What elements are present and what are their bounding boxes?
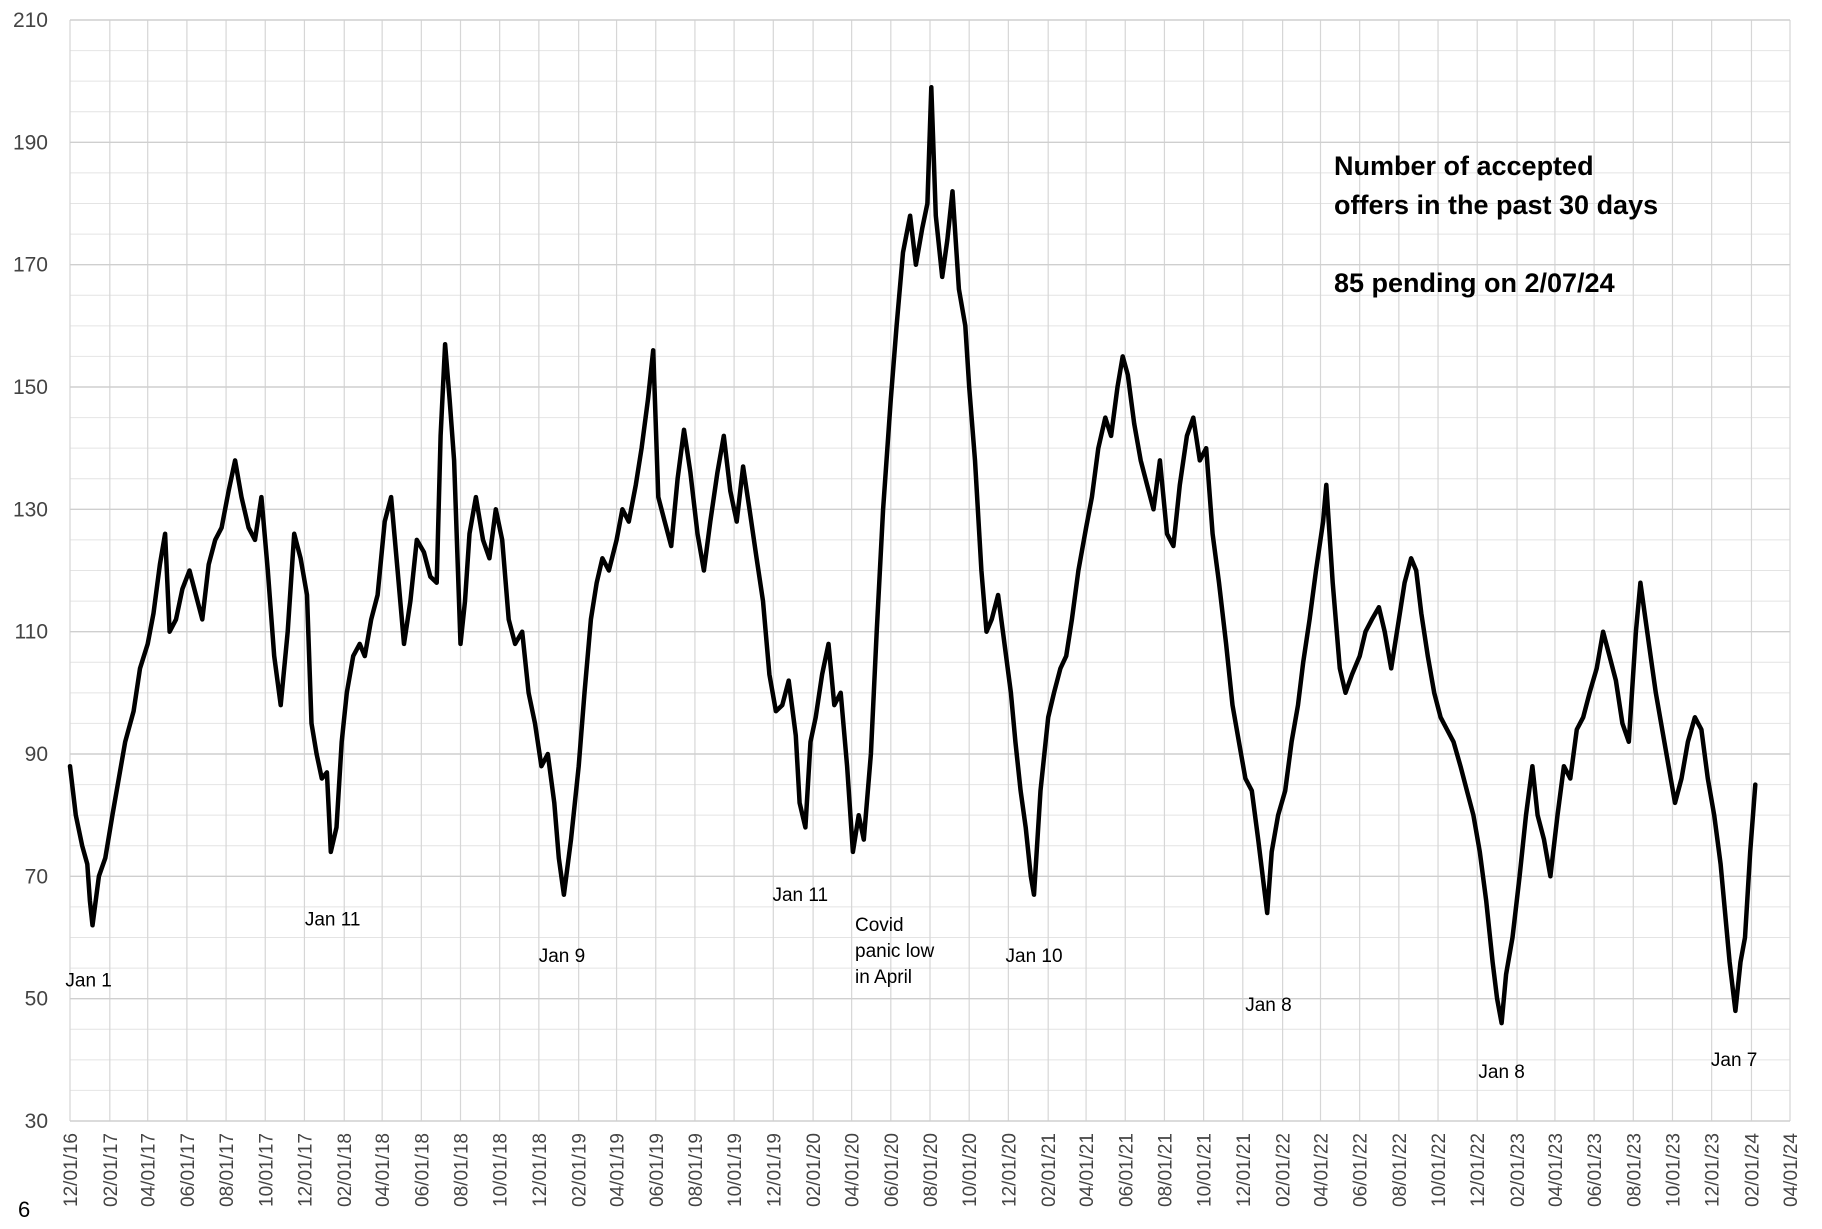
- x-tick-label: 02/01/20: [804, 1133, 825, 1207]
- x-tick-label: 12/01/19: [764, 1133, 785, 1207]
- covid-annotation-line1: Covid: [855, 915, 904, 936]
- x-tick-label: 02/01/19: [570, 1133, 591, 1207]
- low-point-annotations: Jan 1 Jan 11 Jan 9 Jan 11 Jan 10 Jan 8 Jan 8 Ja…: [65, 885, 1757, 1083]
- x-tick-label: 08/01/20: [921, 1133, 942, 1207]
- y-tick-label: 50: [25, 988, 48, 1011]
- x-tick-label: 12/01/21: [1234, 1133, 1255, 1207]
- x-tick-label: 04/01/23: [1546, 1133, 1567, 1207]
- note-line-3: 85 pending on 2/07/24: [1334, 268, 1615, 298]
- annotation-label: Jan 8: [1478, 1062, 1524, 1083]
- y-tick-label: 30: [25, 1110, 48, 1133]
- y-axis-tick-labels: 30 50 70 90 110 130 150 170 190 210: [13, 9, 48, 1133]
- note-line-2: offers in the past 30 days: [1334, 190, 1658, 220]
- y-tick-label: 170: [13, 254, 48, 277]
- x-tick-label: 12/01/23: [1703, 1133, 1724, 1207]
- y-tick-label: 150: [13, 376, 48, 399]
- x-tick-label: 10/01/22: [1429, 1133, 1450, 1207]
- x-tick-label: 04/01/17: [139, 1133, 160, 1207]
- x-tick-label: 10/01/17: [256, 1133, 277, 1207]
- x-tick-label: 02/01/17: [101, 1133, 122, 1207]
- x-tick-label: 10/01/18: [491, 1133, 512, 1207]
- x-tick-label: 12/01/18: [530, 1133, 551, 1207]
- x-tick-label: 06/01/18: [412, 1133, 433, 1207]
- x-tick-label: 02/01/24: [1742, 1133, 1763, 1207]
- x-tick-label: 04/01/18: [373, 1133, 394, 1207]
- x-tick-label: 06/01/17: [178, 1133, 199, 1207]
- covid-annotation-line2: panic low: [855, 941, 934, 962]
- covid-annotation-line3: in April: [855, 967, 912, 988]
- y-tick-label: 210: [13, 9, 48, 32]
- x-tick-label: 06/01/22: [1351, 1133, 1372, 1207]
- covid-annotation: Covid panic low in April: [855, 915, 940, 988]
- x-tick-label: 08/01/19: [686, 1133, 707, 1207]
- annotation-label: Jan 11: [305, 909, 361, 930]
- x-tick-label: 04/01/20: [843, 1133, 864, 1207]
- annotation-label: Jan 1: [65, 970, 111, 991]
- x-tick-label: 08/01/23: [1624, 1133, 1645, 1207]
- x-tick-label: 12/01/16: [61, 1133, 82, 1207]
- x-tick-label: 10/01/23: [1663, 1133, 1684, 1207]
- x-tick-label: 04/01/22: [1312, 1133, 1333, 1207]
- x-tick-label: 10/01/20: [960, 1133, 981, 1207]
- page-number: 6: [18, 1197, 30, 1222]
- x-tick-label: 02/01/18: [335, 1133, 356, 1207]
- x-tick-label: 04/01/19: [608, 1133, 629, 1207]
- series-line-accepted-offers: [67, 85, 1758, 1026]
- x-tick-label: 06/01/23: [1585, 1133, 1606, 1207]
- y-tick-label: 70: [25, 865, 48, 888]
- x-tick-label: 12/01/20: [999, 1133, 1020, 1207]
- y-tick-label: 110: [15, 621, 48, 644]
- annotation-label: Jan 9: [539, 946, 585, 967]
- annotation-label: Jan 11: [772, 885, 828, 906]
- x-tick-label: 08/01/18: [452, 1133, 473, 1207]
- x-tick-label: 08/01/17: [217, 1133, 238, 1207]
- y-tick-label: 90: [25, 743, 48, 766]
- x-tick-label: 04/01/21: [1077, 1133, 1098, 1207]
- x-tick-label: 12/01/17: [295, 1133, 316, 1207]
- x-tick-label: 10/01/19: [725, 1133, 746, 1207]
- x-tick-label: 06/01/21: [1116, 1133, 1137, 1207]
- x-tick-label: 02/01/22: [1274, 1133, 1295, 1207]
- x-axis-tick-labels: 12/01/16 02/01/17 04/01/17 06/01/17 08/01/17…: [61, 1133, 1802, 1207]
- y-tick-label: 190: [13, 131, 48, 154]
- x-tick-label: 08/01/22: [1390, 1133, 1411, 1207]
- annotation-label: Jan 10: [1006, 946, 1063, 967]
- note-line-1: Number of accepted: [1334, 151, 1594, 181]
- x-tick-label: 02/01/23: [1508, 1133, 1529, 1207]
- major-gridlines: [69, 19, 1791, 1122]
- x-tick-label: 08/01/21: [1155, 1133, 1176, 1207]
- x-tick-label: 04/01/24: [1781, 1133, 1802, 1207]
- x-tick-label: 02/01/21: [1039, 1133, 1060, 1207]
- x-tick-label: 12/01/22: [1468, 1133, 1489, 1207]
- x-tick-label: 10/01/21: [1195, 1133, 1216, 1207]
- annotation-label: Jan 7: [1711, 1050, 1757, 1071]
- x-tick-label: 06/01/20: [882, 1133, 903, 1207]
- x-tick-label: 06/01/19: [647, 1133, 668, 1207]
- y-tick-label: 130: [13, 498, 48, 521]
- annotation-label: Jan 8: [1245, 995, 1291, 1016]
